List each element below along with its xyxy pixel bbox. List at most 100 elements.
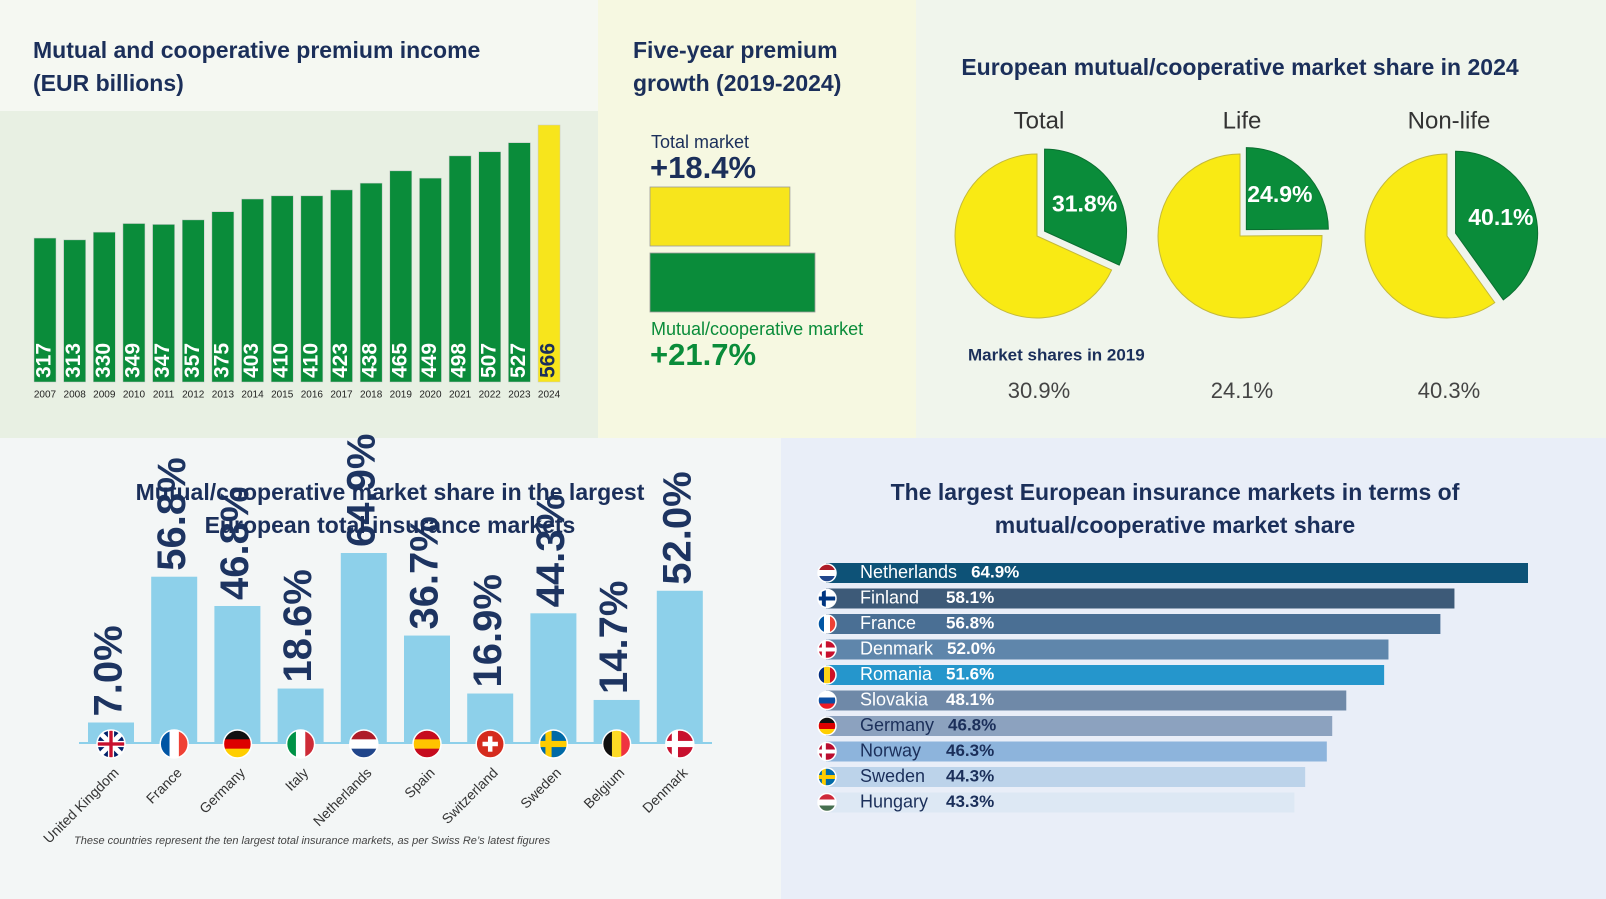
flag-part — [611, 730, 622, 758]
category-label: Finland — [860, 587, 919, 607]
flag-part — [169, 730, 180, 758]
flag-part — [818, 775, 836, 779]
x-tick-label: 2018 — [360, 390, 383, 401]
flag-border — [96, 729, 126, 759]
flag — [818, 717, 836, 735]
category-label: Non-life — [1408, 107, 1491, 134]
flag-part — [665, 740, 694, 748]
category-label: Sweden — [860, 766, 925, 786]
value-label: 527 — [507, 343, 530, 378]
value-label: 52.0% — [947, 639, 995, 658]
flag-part — [818, 647, 836, 652]
flag — [818, 768, 836, 786]
flag-part — [818, 570, 836, 577]
x-tick-label: 2022 — [479, 390, 502, 401]
bar — [826, 563, 1528, 583]
value-label: 18.6% — [276, 569, 320, 682]
bar — [152, 224, 175, 383]
category-label: Netherlands — [860, 562, 957, 582]
flag-part — [349, 739, 378, 750]
flag-part — [818, 666, 825, 684]
value-label: 347 — [151, 343, 174, 378]
flag — [413, 730, 441, 758]
value-label-2019: 30.9% — [1008, 378, 1070, 403]
value-label: 16.9% — [466, 574, 510, 687]
flag — [818, 742, 836, 761]
value-label: 46.3% — [946, 741, 994, 760]
flag-border — [665, 729, 695, 759]
value-label: 449 — [418, 343, 441, 378]
bar — [826, 614, 1441, 634]
flag-part — [602, 730, 613, 758]
flag — [349, 730, 378, 758]
bar — [826, 665, 1385, 685]
value-label: 7.0% — [87, 625, 131, 716]
flag-border — [159, 729, 189, 759]
chart-title: The largest European insurance markets i… — [890, 479, 1460, 538]
footnote: These countries represent the ten larges… — [74, 835, 551, 847]
bar — [182, 219, 205, 383]
flag-part — [818, 703, 836, 710]
flag-part — [178, 730, 189, 758]
value-label: 24.9% — [1247, 181, 1312, 207]
bar — [63, 239, 86, 383]
x-tick-label: 2023 — [508, 390, 531, 401]
flag-part — [818, 576, 836, 582]
bar — [404, 635, 450, 743]
bar — [211, 211, 235, 383]
bar — [340, 553, 387, 743]
bar — [826, 767, 1306, 787]
flag — [539, 730, 568, 758]
flag-part — [413, 739, 441, 750]
value-label: 498 — [448, 343, 471, 378]
bar — [649, 252, 816, 313]
flag-part — [349, 748, 378, 758]
flag — [476, 730, 505, 758]
value-label: +18.4% — [650, 150, 756, 185]
value-label: 58.1% — [946, 588, 994, 607]
flag-border — [817, 588, 837, 609]
x-tick-label: 2020 — [419, 390, 442, 401]
value-label: 36.7% — [403, 516, 447, 629]
value-label: 51.6% — [946, 664, 994, 683]
category-label: Total — [1014, 107, 1065, 134]
flag-border — [817, 563, 837, 583]
category-label: France — [860, 613, 916, 633]
value-label-2019: 24.1% — [1211, 378, 1273, 403]
flag — [97, 730, 125, 758]
flag-part — [818, 697, 836, 704]
bar — [241, 198, 264, 383]
flag-part — [305, 730, 315, 758]
bar — [419, 177, 442, 383]
value-label-2019: 40.3% — [1418, 378, 1480, 403]
flag-part — [482, 741, 498, 747]
bar — [826, 741, 1327, 762]
flag-part — [818, 805, 836, 812]
category-label: Mutual/cooperative market — [651, 319, 863, 339]
category-label: Norway — [860, 740, 921, 760]
value-label: 40.1% — [1468, 204, 1533, 230]
pie-slice — [1157, 153, 1323, 319]
bar — [537, 124, 561, 383]
value-label: 56.8% — [150, 457, 194, 570]
flag — [818, 615, 836, 633]
value-label: 313 — [62, 343, 85, 378]
flag-part — [349, 730, 378, 740]
flag-part — [160, 730, 171, 758]
flag-part — [223, 748, 252, 758]
bar — [826, 792, 1295, 813]
value-label: 403 — [240, 343, 263, 378]
flag-part — [818, 564, 836, 571]
flag-part — [818, 749, 836, 754]
flag — [818, 666, 836, 684]
flag — [818, 640, 836, 659]
bar — [93, 231, 116, 383]
flag — [818, 589, 836, 608]
bar — [826, 588, 1455, 609]
bar — [359, 182, 383, 383]
x-tick-label: 2024 — [538, 390, 561, 401]
bar — [151, 576, 198, 743]
value-label: 410 — [270, 343, 293, 378]
